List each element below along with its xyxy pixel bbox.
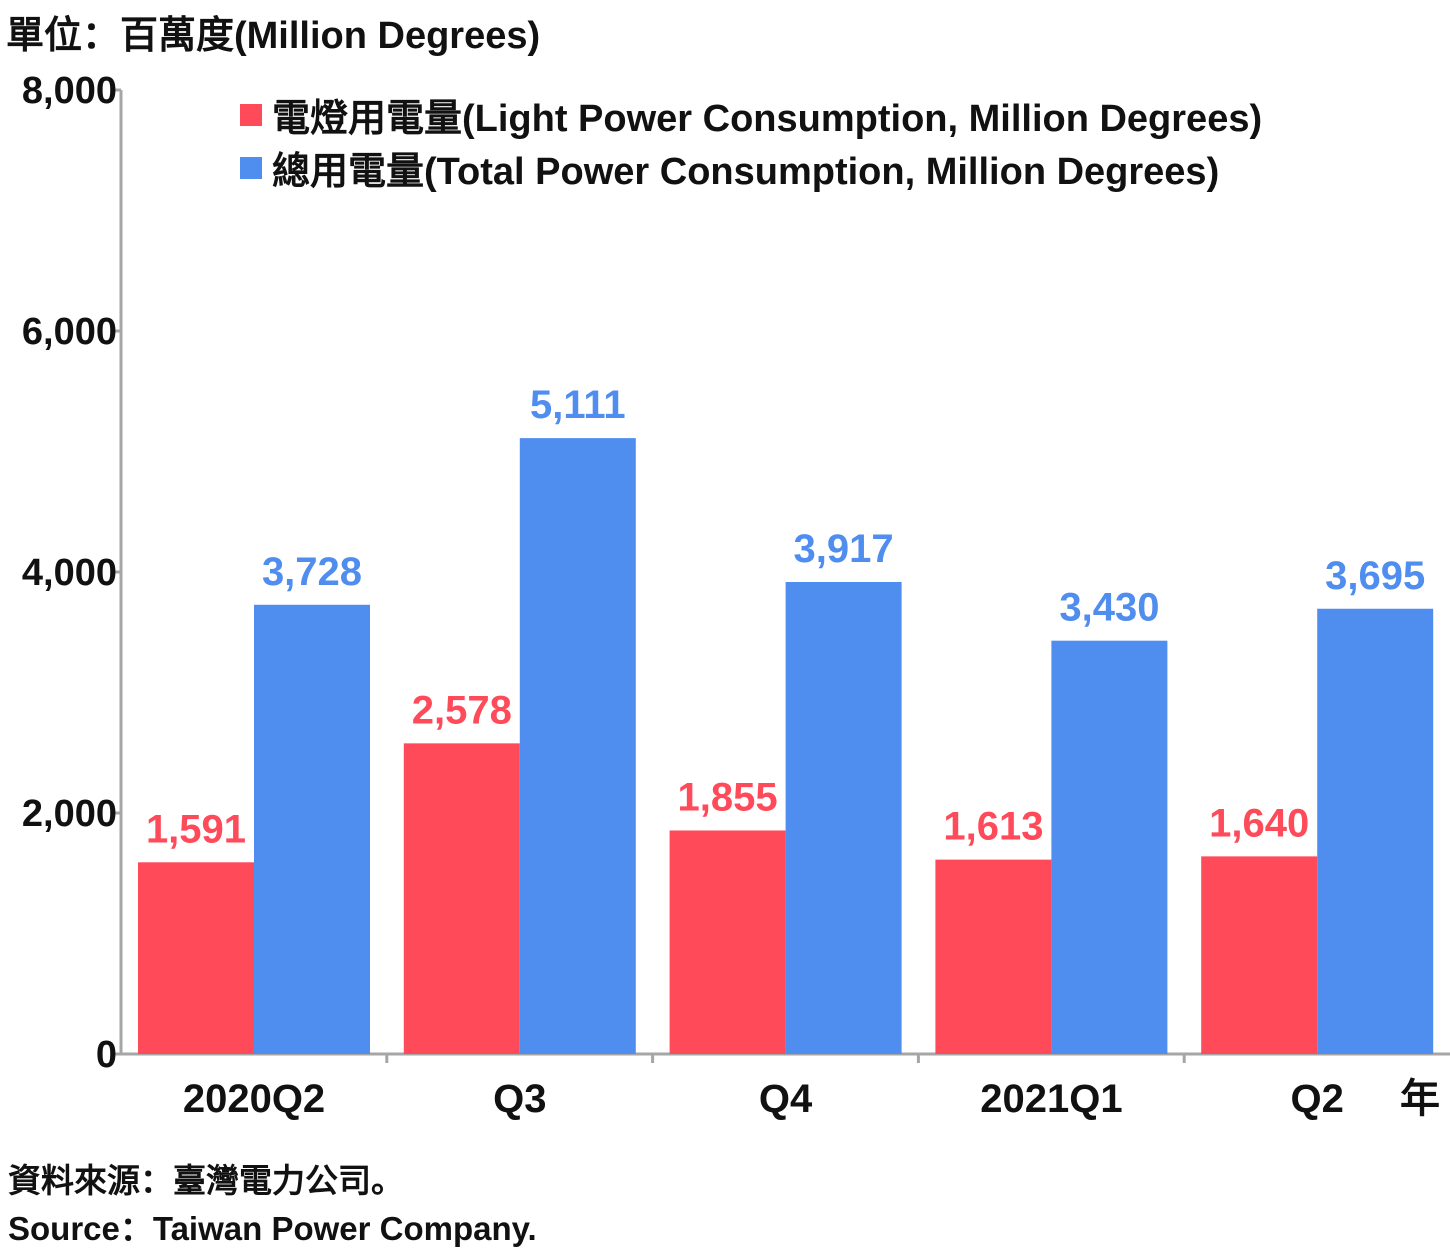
data-label-total-5: 3,695	[1325, 554, 1425, 598]
bar-chart: 0 2,000 4,000 6,000 8,000 1,591 3,728 2020Q2 2,5…	[22, 70, 1450, 1121]
unit-label: 單位：百萬度(Million Degrees)	[6, 15, 541, 57]
legend-label: 總用電量(Total Power Consumption, Million De…	[272, 151, 1219, 193]
y-tick-label: 6,000	[22, 311, 117, 353]
data-label-total-1: 3,728	[262, 550, 362, 594]
x-tick-label: Q4	[759, 1077, 813, 1121]
y-tick-label: 2,000	[22, 793, 117, 835]
bar-total-2	[519, 438, 636, 1054]
data-label-light-4: 1,613	[943, 805, 1043, 849]
source-note-chinese: 資料來源：臺灣電力公司。	[8, 1162, 404, 1199]
source-note-english: Source：Taiwan Power Company.	[8, 1210, 537, 1247]
data-label-total-4: 3,430	[1059, 586, 1159, 630]
bar-total-3	[785, 582, 902, 1054]
data-label-light-5: 1,640	[1209, 801, 1309, 845]
bar-total-4	[1051, 640, 1168, 1054]
y-tick-label: 0	[96, 1034, 117, 1076]
data-label-total-3: 3,917	[794, 527, 894, 571]
bar-light-3	[669, 830, 786, 1054]
x-tick-label: Q2	[1291, 1077, 1344, 1121]
bar-total-1	[254, 604, 370, 1054]
data-label-light-2: 2,578	[412, 688, 512, 732]
x-tick-label: 2021Q1	[980, 1077, 1122, 1121]
x-tick-label: 2020Q2	[183, 1077, 325, 1121]
bar-light-5	[1201, 856, 1318, 1054]
x-axis-suffix-label: 年	[1400, 1077, 1440, 1121]
bar-total-5	[1317, 608, 1434, 1054]
y-tick-label: 8,000	[22, 70, 117, 112]
data-label-light-1: 1,591	[146, 807, 246, 851]
legend-label: 電燈用電量(Light Power Consumption, Million D…	[272, 98, 1262, 140]
data-label-total-2: 5,111	[530, 383, 626, 427]
legend-swatch	[240, 104, 262, 126]
legend-swatch	[240, 157, 262, 179]
bar-light-2	[403, 743, 520, 1054]
bar-light-4	[935, 859, 1052, 1054]
x-tick-label: Q3	[493, 1077, 546, 1121]
data-label-light-3: 1,855	[678, 775, 778, 819]
bar-light-1	[138, 862, 254, 1054]
y-tick-label: 4,000	[22, 552, 117, 594]
